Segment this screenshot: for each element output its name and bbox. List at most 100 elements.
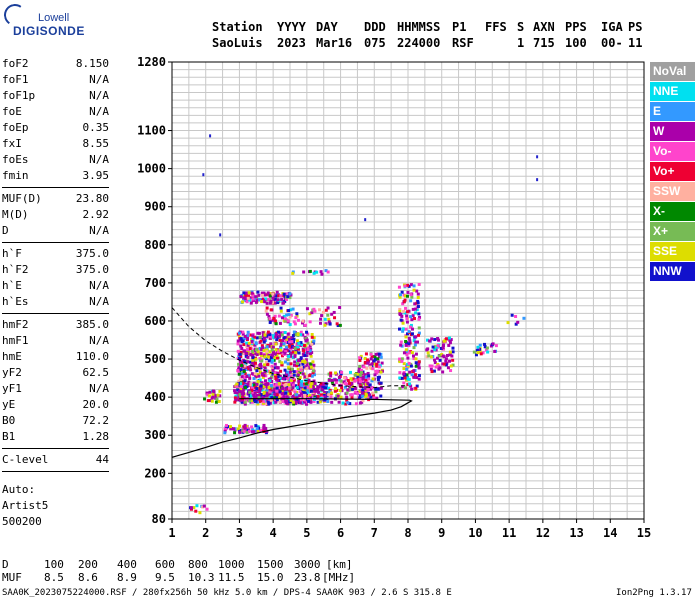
echo-point: [445, 337, 449, 341]
echo-point: [411, 307, 415, 311]
echo-point: [398, 371, 402, 375]
echo-point: [283, 331, 287, 335]
echo-point: [233, 396, 237, 400]
echo-point: [478, 350, 482, 354]
echo-point: [400, 290, 404, 294]
echo-point: [301, 347, 305, 351]
param-value: 0.35: [82, 121, 110, 134]
echo-point: [236, 339, 240, 343]
echo-point: [329, 395, 333, 399]
echo-point: [218, 394, 222, 398]
echo-point: [536, 155, 539, 159]
muf-distance-value: 400: [117, 558, 137, 571]
echo-point: [253, 361, 257, 365]
echo-point: [414, 357, 418, 361]
echo-point: [243, 400, 247, 404]
muf-distance-value: 100: [44, 558, 64, 571]
echo-point: [291, 307, 295, 311]
echo-point: [280, 333, 284, 337]
echo-point: [278, 388, 282, 392]
echo-point: [417, 366, 421, 370]
echo-point: [257, 399, 261, 403]
echo-point: [243, 402, 247, 406]
param-name: foEp: [2, 121, 29, 134]
echo-point: [486, 350, 490, 354]
echo-point: [358, 373, 362, 377]
echo-point: [402, 351, 406, 355]
echo-point: [304, 347, 308, 351]
echo-point: [235, 384, 239, 388]
echo-point: [209, 134, 212, 138]
echo-point: [264, 383, 268, 387]
echo-point: [364, 352, 368, 356]
echo-point: [271, 350, 275, 354]
echo-point: [417, 317, 421, 321]
echo-point: [335, 322, 339, 326]
echo-point: [478, 343, 482, 347]
echo-point: [276, 335, 280, 339]
echo-point: [198, 511, 202, 515]
echo-point: [375, 362, 379, 366]
echo-point: [323, 323, 327, 327]
echo-point: [206, 399, 210, 403]
param-row: C-level 44: [2, 452, 109, 468]
x-tick-label: 7: [371, 526, 378, 540]
echo-point: [206, 393, 210, 397]
param-name: foE: [2, 105, 22, 118]
param-row: foE N/A: [2, 104, 109, 120]
param-name: M(D): [2, 208, 29, 221]
echo-point: [434, 365, 438, 369]
echo-point: [412, 346, 416, 350]
echo-point: [334, 371, 338, 375]
echo-point: [270, 364, 274, 368]
x-tick-label: 1: [168, 526, 175, 540]
echo-point: [245, 430, 249, 434]
echo-point: [375, 369, 379, 373]
echo-point: [271, 386, 275, 390]
echo-point: [240, 361, 244, 365]
echo-point: [280, 354, 284, 358]
echo-point: [282, 314, 286, 318]
echo-point: [305, 375, 309, 379]
echo-point: [398, 295, 402, 299]
param-row: h`F 375.0: [2, 246, 109, 262]
echo-point: [293, 394, 297, 398]
echo-point: [301, 360, 305, 364]
echo-point: [320, 387, 324, 391]
echo-point: [244, 354, 248, 358]
echo-point: [433, 338, 437, 342]
echo-point: [361, 377, 365, 381]
echo-point: [238, 389, 242, 393]
param-value: 62.5: [82, 366, 110, 379]
header-label: PPS: [565, 20, 587, 34]
echo-point: [268, 387, 272, 391]
echo-point: [400, 359, 404, 363]
echo-point: [279, 346, 283, 350]
echo-point: [476, 351, 480, 355]
echo-point: [243, 386, 247, 390]
header-label: AXN: [533, 20, 555, 34]
echo-point: [282, 395, 286, 399]
echo-point: [358, 356, 362, 360]
echo-point: [409, 299, 413, 303]
echo-point: [437, 354, 441, 358]
echo-point: [255, 336, 259, 340]
echo-point: [303, 366, 307, 370]
echo-point: [282, 342, 286, 346]
echo-point: [239, 398, 243, 402]
echo-point: [367, 374, 371, 378]
echo-point: [437, 364, 441, 368]
echo-point: [264, 379, 268, 383]
echo-point: [258, 335, 262, 339]
echo-point: [247, 291, 251, 295]
echo-point: [264, 374, 268, 378]
echo-point: [282, 336, 286, 340]
echo-point: [404, 343, 408, 347]
echo-point: [268, 292, 272, 296]
echo-point: [374, 390, 378, 394]
echo-point: [274, 335, 278, 339]
echo-point: [287, 349, 291, 353]
muf-distance-label: D: [2, 558, 9, 571]
header-value: 224000: [397, 36, 441, 50]
echo-point: [292, 340, 296, 344]
